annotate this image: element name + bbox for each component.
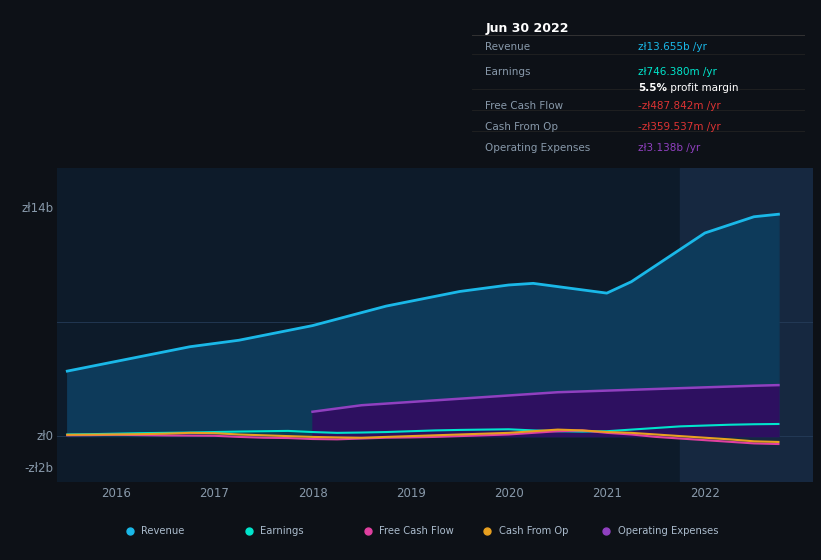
Text: Free Cash Flow: Free Cash Flow bbox=[379, 526, 454, 535]
Text: 5.5%: 5.5% bbox=[639, 83, 667, 93]
Text: zł13.655b /yr: zł13.655b /yr bbox=[639, 42, 707, 52]
Text: Operating Expenses: Operating Expenses bbox=[617, 526, 718, 535]
Text: Cash From Op: Cash From Op bbox=[485, 122, 558, 132]
Text: zł0: zł0 bbox=[37, 430, 53, 442]
Text: zł14b: zł14b bbox=[21, 202, 53, 215]
Text: -zł359.537m /yr: -zł359.537m /yr bbox=[639, 122, 721, 132]
Text: -zł487.842m /yr: -zł487.842m /yr bbox=[639, 101, 721, 111]
Text: Revenue: Revenue bbox=[141, 526, 185, 535]
Text: zł3.138b /yr: zł3.138b /yr bbox=[639, 143, 700, 153]
Text: profit margin: profit margin bbox=[667, 83, 738, 93]
Text: -zł2b: -zł2b bbox=[25, 462, 53, 475]
Text: Operating Expenses: Operating Expenses bbox=[485, 143, 590, 153]
Text: Cash From Op: Cash From Op bbox=[498, 526, 568, 535]
Bar bbox=[681, 168, 813, 482]
Text: Earnings: Earnings bbox=[485, 67, 531, 77]
Text: zł746.380m /yr: zł746.380m /yr bbox=[639, 67, 718, 77]
Text: Jun 30 2022: Jun 30 2022 bbox=[485, 22, 569, 35]
Text: Free Cash Flow: Free Cash Flow bbox=[485, 101, 563, 111]
Text: Earnings: Earnings bbox=[260, 526, 304, 535]
Text: Revenue: Revenue bbox=[485, 42, 530, 52]
